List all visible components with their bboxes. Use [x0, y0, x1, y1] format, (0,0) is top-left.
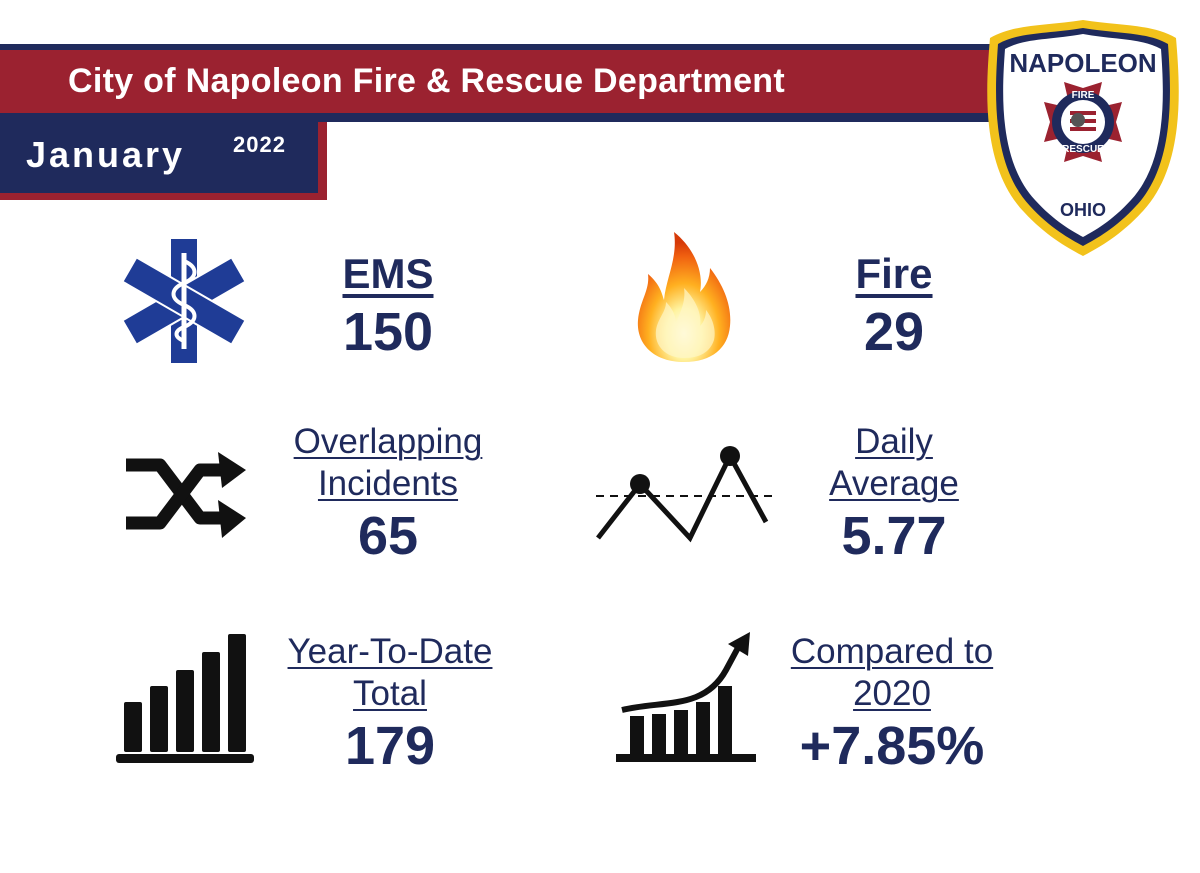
compared-label-line2: 2020 [853, 674, 931, 713]
compared-label-line1: Compared to [790, 632, 994, 671]
compared-value: +7.85% [799, 716, 985, 776]
page-title: City of Napoleon Fire & Rescue Departmen… [68, 62, 785, 100]
fire-value: 29 [863, 302, 925, 362]
overlap-label-line1: Overlapping [293, 422, 483, 461]
daily-value: 5.77 [841, 506, 947, 566]
growth-chart-icon [616, 632, 756, 762]
average-line-icon [596, 446, 776, 543]
overlap-label-line2: Incidents [317, 464, 459, 503]
overlap-value: 65 [357, 506, 419, 566]
shuffle-icon [126, 452, 246, 538]
year-label: 2022 [233, 132, 286, 157]
badge-rescue-text: RESCUE [1062, 144, 1104, 155]
fire-label: Fire [855, 250, 933, 297]
daily-label-line1: Daily [855, 422, 933, 461]
header-red-band [0, 50, 1060, 113]
star-of-life-icon [121, 237, 247, 365]
bar-chart-icon [116, 634, 254, 763]
month-label: January [26, 134, 186, 175]
ems-label: EMS [342, 250, 434, 297]
flame-icon [637, 232, 731, 362]
month-box [0, 117, 318, 193]
ems-value: 150 [342, 302, 434, 362]
ytd-label-line1: Year-To-Date [287, 632, 493, 671]
badge-top-text: NAPOLEON [1009, 48, 1156, 78]
daily-label-line2: Average [829, 464, 959, 503]
fire-rescue-badge-icon: NAPOLEON FIRE RESCUE OHIO [987, 20, 1179, 256]
badge-state-text: OHIO [1060, 200, 1106, 220]
badge-fire-text: FIRE [1072, 90, 1095, 101]
ytd-value: 179 [344, 716, 436, 776]
ytd-label-line2: Total [353, 674, 427, 713]
